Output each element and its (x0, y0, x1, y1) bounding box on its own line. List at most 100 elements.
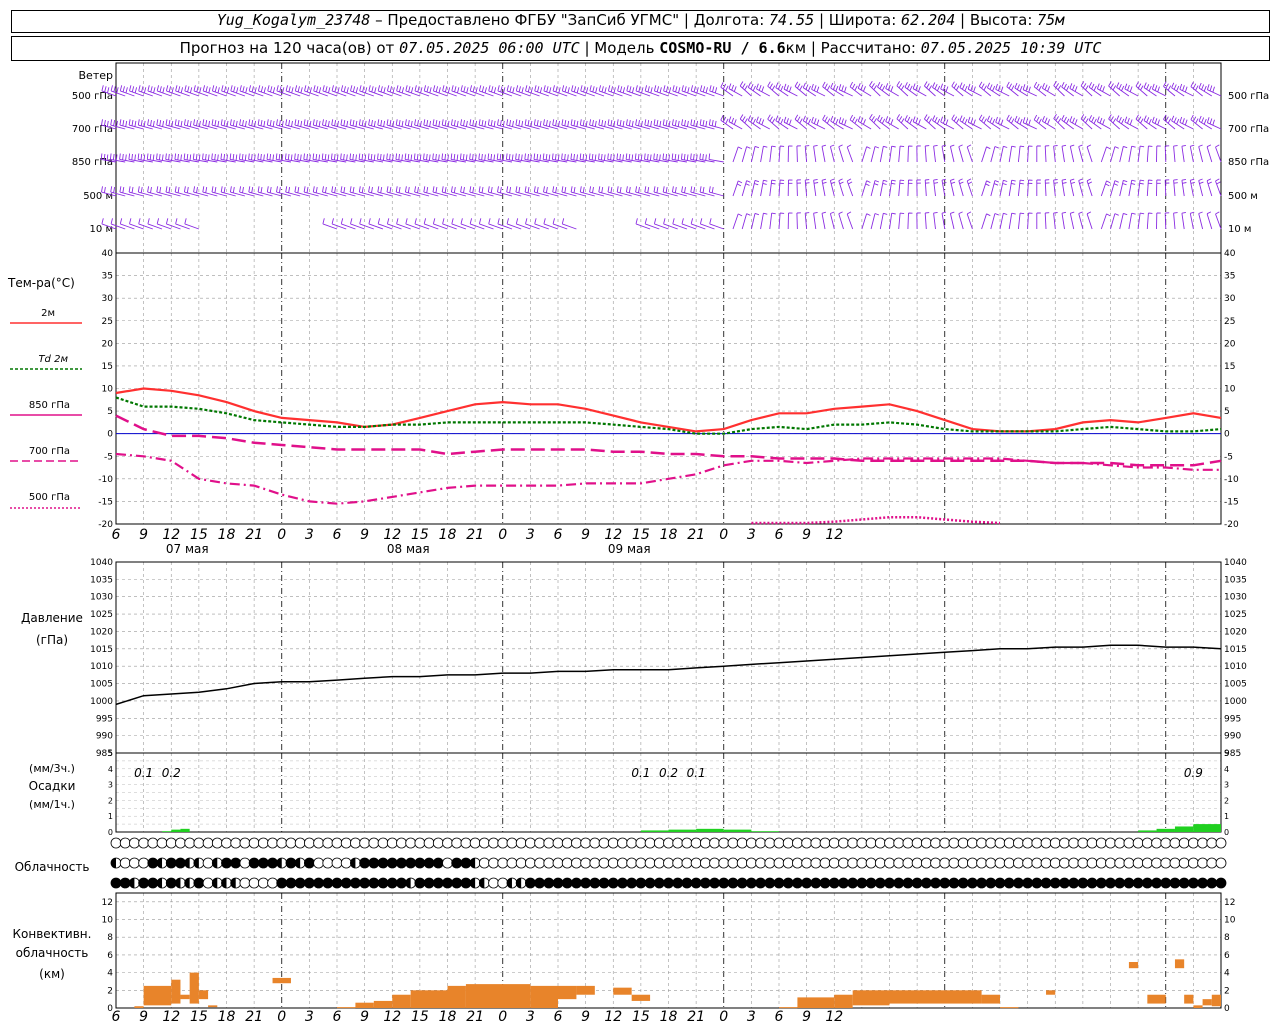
wind-barb (617, 85, 632, 97)
time-tick-label-top: 9 (581, 527, 590, 543)
cloud-cover-symbol (488, 857, 499, 869)
wind-barb (846, 211, 854, 230)
cloud-cover-symbol (672, 837, 684, 849)
cloud-cover-symbol (902, 877, 914, 889)
wind-barb (958, 178, 964, 197)
wind-barb (1041, 83, 1056, 97)
time-tick-label-bottom: 9 (802, 1009, 811, 1024)
precip-bar (180, 828, 190, 832)
wind-barb (898, 179, 905, 197)
wind-barb (202, 119, 218, 130)
wind-barb (769, 212, 776, 230)
cloud-cover-symbol (1187, 837, 1199, 849)
wind-barb (1033, 114, 1047, 130)
time-tick-label-top: 12 (825, 527, 843, 543)
wind-barb (239, 119, 255, 130)
cloud-cover-symbol (663, 857, 674, 869)
cloud-cover-symbol (1206, 837, 1218, 849)
cloud-cover-symbol (405, 837, 417, 849)
wind-barb (607, 119, 623, 130)
wind-barb (822, 81, 835, 97)
cloud-cover-symbol (1095, 877, 1107, 889)
time-tick-label-bottom: 6 (112, 1009, 121, 1024)
wind-barb (1156, 145, 1161, 163)
wind-barb (202, 153, 218, 163)
cloud-cover-symbol (359, 857, 371, 869)
cloud-cover-symbol (828, 857, 840, 869)
cloud-cover-symbol (165, 837, 177, 849)
wind-barb (478, 186, 494, 197)
wind-barb (358, 186, 374, 197)
wind-barb (128, 153, 144, 163)
wind-barb (1044, 145, 1050, 163)
cloud-cover-symbol (368, 877, 380, 889)
cloud-cover-symbol (1215, 837, 1227, 849)
wind-barb (741, 213, 751, 230)
wind-barb (128, 119, 144, 130)
header-forecast-line: Прогноз на 120 часа(ов) от 07.05.2025 06… (11, 36, 1270, 61)
wind-barb (690, 218, 706, 230)
pressure-tick-label-right: 985 (1224, 749, 1241, 759)
conv-tick-label-left: 12 (102, 898, 113, 908)
wind-barb (830, 82, 844, 97)
wind-barb (775, 82, 789, 97)
temp-tick-label-right: -20 (1224, 520, 1239, 530)
cloud-cover-symbol (1151, 877, 1162, 889)
convective-cloud-bar (631, 994, 651, 1001)
wind-barb (796, 179, 802, 197)
cloud-cover-symbol (414, 877, 426, 889)
cloud-cover-symbol (930, 857, 941, 869)
wind-barb (1135, 114, 1148, 130)
wind-barb (119, 85, 135, 97)
wind-barb (266, 153, 282, 163)
cloud-cover-symbol (543, 877, 555, 889)
wind-barb (570, 186, 586, 197)
temp-tick-label-left: -5 (104, 452, 113, 462)
precip-tick-label-right: 3 (1224, 781, 1229, 790)
precip-tick-label-right: 4 (1224, 765, 1229, 774)
cloud-cover-symbol (1151, 857, 1162, 869)
cloud-cover-symbol (690, 837, 702, 849)
wind-barb (423, 218, 439, 230)
wind-barb (662, 153, 678, 163)
wind-barb (778, 212, 785, 230)
cloud-cover-symbol (221, 837, 232, 849)
cloud-cover-symbol (497, 837, 509, 849)
cloud-half-fill (405, 878, 411, 888)
wind-barb (432, 153, 448, 163)
cloud-cover-symbol (460, 837, 472, 849)
cloud-cover-symbol (1031, 837, 1043, 849)
pressure-tick-label-right: 1020 (1224, 627, 1247, 637)
wind-level-label-right: 700 гПа (1228, 124, 1269, 135)
cloud-half-fill (184, 858, 190, 868)
wind-barb (285, 119, 301, 130)
precip-bar (696, 828, 724, 832)
wind-barb (990, 180, 999, 197)
cloud-cover-symbol (239, 857, 251, 869)
wind-barb (1044, 212, 1050, 230)
cloud-cover-symbol (497, 857, 509, 869)
temperature-series (115, 387, 1222, 525)
wind-barb (266, 186, 282, 197)
cloud-half-fill (129, 878, 135, 888)
cloud-cover-symbol (340, 857, 352, 869)
cloud-cover-symbol (303, 857, 315, 869)
wind-level-label-left: 500 гПа (72, 91, 113, 102)
cloud-cover-symbol (902, 857, 914, 869)
wind-barb (830, 115, 844, 130)
wind-barb (907, 179, 913, 197)
cloud-cover-symbol (607, 837, 619, 849)
cloud-cover-symbol (257, 877, 269, 889)
wind-barb (967, 83, 982, 97)
wind-barb (1173, 145, 1178, 163)
cloud-cover-symbol (313, 857, 324, 869)
model-unit: км (785, 39, 807, 57)
cloud-cover-symbol (331, 837, 343, 849)
wind-barb (368, 85, 384, 97)
wind-barb (978, 81, 992, 97)
cloud-cover-symbol (920, 877, 932, 889)
wind-barb (478, 85, 494, 97)
time-tick-label-bottom: 3 (747, 1009, 756, 1024)
wind-barb (229, 153, 245, 163)
wind-barb (257, 119, 273, 130)
